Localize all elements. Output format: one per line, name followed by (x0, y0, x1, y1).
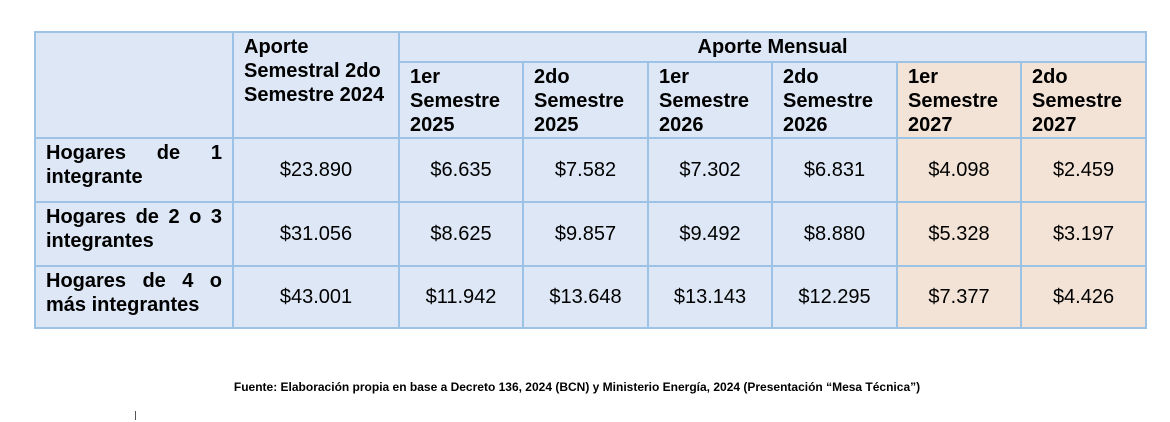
text-cursor (135, 411, 136, 420)
table-cell: $23.890 (232, 137, 400, 203)
header-1er-semestre-2025: 1er Semestre 2025 (398, 61, 524, 139)
header-aporte-semestral: Aporte Semestral 2do Semestre 2024 (232, 31, 400, 139)
table-cell: $4.098 (896, 137, 1022, 203)
table-cell: $6.635 (398, 137, 524, 203)
row-label-cell: Hogares de 1 integrante (34, 137, 234, 203)
table-cell: $8.625 (398, 201, 524, 267)
table-cell: $3.197 (1019, 201, 1148, 267)
table-row: Hogares de 2 o 3 integrantes $31.056 $8.… (34, 201, 1148, 267)
table-row: Hogares de 1 integrante $23.890 $6.635 $… (34, 137, 1148, 203)
row-label: Hogares de 4 o más integrantes (46, 270, 222, 316)
header-2do-semestre-2025: 2do Semestre 2025 (522, 61, 649, 139)
header-row-top: Aporte Semestral 2do Semestre 2024 Aport… (34, 31, 1148, 139)
table-cell: $8.880 (771, 201, 898, 267)
table-cell: $2.459 (1019, 137, 1148, 203)
row-label: Hogares de 1 integrante (46, 142, 222, 188)
table-cell: $9.857 (522, 201, 649, 267)
table-cell: $5.328 (896, 201, 1022, 267)
source-caption: Fuente: Elaboración propia en base a Dec… (233, 380, 921, 394)
table-cell: $9.492 (647, 201, 773, 267)
row-label-cell: Hogares de 2 o 3 integrantes (34, 201, 234, 267)
aporte-table: Aporte Semestral 2do Semestre 2024 Aport… (34, 31, 1148, 329)
table-cell: $11.942 (398, 265, 524, 329)
table-row: Hogares de 4 o más integrantes $43.001 $… (34, 265, 1148, 329)
table-cell: $6.831 (771, 137, 898, 203)
table-cell: $7.302 (647, 137, 773, 203)
table-cell: $4.426 (1019, 265, 1148, 329)
header-1er-semestre-2027: 1er Semestre 2027 (896, 61, 1022, 139)
table-cell: $13.648 (522, 265, 649, 329)
row-label: Hogares de 2 o 3 integrantes (46, 206, 222, 252)
header-aporte-mensual: Aporte Mensual (397, 31, 1148, 63)
table-cell: $43.001 (232, 265, 400, 329)
table-cell: $7.377 (896, 265, 1022, 329)
header-row-sub: 1er Semestre 2025 2do Semestre 2025 1er … (35, 61, 1148, 139)
row-label-cell: Hogares de 4 o más integrantes (34, 265, 234, 329)
header-2do-semestre-2027: 2do Semestre 2027 (1019, 61, 1148, 139)
table-cell: $13.143 (647, 265, 773, 329)
table-cell: $31.056 (232, 201, 400, 267)
corner-cell (34, 31, 234, 139)
table-cell: $12.295 (771, 265, 898, 329)
table-cell: $7.582 (522, 137, 649, 203)
header-2do-semestre-2026: 2do Semestre 2026 (771, 61, 898, 139)
header-1er-semestre-2026: 1er Semestre 2026 (647, 61, 773, 139)
